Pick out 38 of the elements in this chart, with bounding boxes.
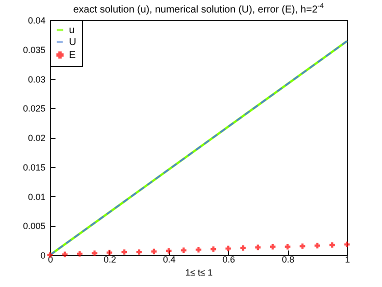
point — [240, 245, 246, 251]
point — [255, 244, 261, 250]
legend-label: U — [69, 37, 76, 48]
x-axis-title: 1≤ t≤ 1 — [185, 268, 213, 278]
x-tick-label: 0.8 — [282, 254, 294, 264]
point — [136, 249, 142, 255]
chart-title: exact solution (u), numerical solution (U), error (E), h=2$^{-4}$ — [72, 3, 325, 16]
x-tick-label: 0.2 — [104, 254, 116, 264]
point — [210, 246, 216, 252]
y-tick-label: 0.02 — [28, 133, 46, 143]
point — [225, 246, 231, 252]
x-tick-label: 0.6 — [222, 254, 235, 264]
y-tick-label: 0.035 — [22, 44, 46, 55]
y-tick-label: 0.01 — [28, 192, 46, 202]
point — [180, 248, 186, 254]
point — [270, 244, 276, 250]
y-tick-label: 0.015 — [22, 162, 46, 172]
x-tick-label: 1 — [344, 254, 350, 264]
point — [76, 251, 82, 257]
y-tick-label: 0.025 — [22, 104, 46, 114]
point — [196, 246, 202, 252]
point — [166, 248, 172, 254]
y-tick-label: 0.005 — [22, 221, 46, 232]
point — [329, 242, 335, 248]
point — [106, 250, 112, 256]
x-tick-label: 0.4 — [163, 254, 176, 264]
y-tick-label: 0.03 — [28, 74, 46, 84]
point — [151, 248, 157, 254]
x-tick-label: 0 — [48, 254, 54, 264]
y-tick-label: 0.04 — [28, 16, 46, 26]
point — [284, 244, 290, 250]
point — [62, 252, 68, 258]
legend-label: E — [69, 50, 76, 61]
legend-label: u — [69, 25, 75, 36]
point — [122, 249, 127, 255]
point — [314, 242, 320, 248]
point — [92, 250, 98, 256]
point — [300, 243, 306, 249]
